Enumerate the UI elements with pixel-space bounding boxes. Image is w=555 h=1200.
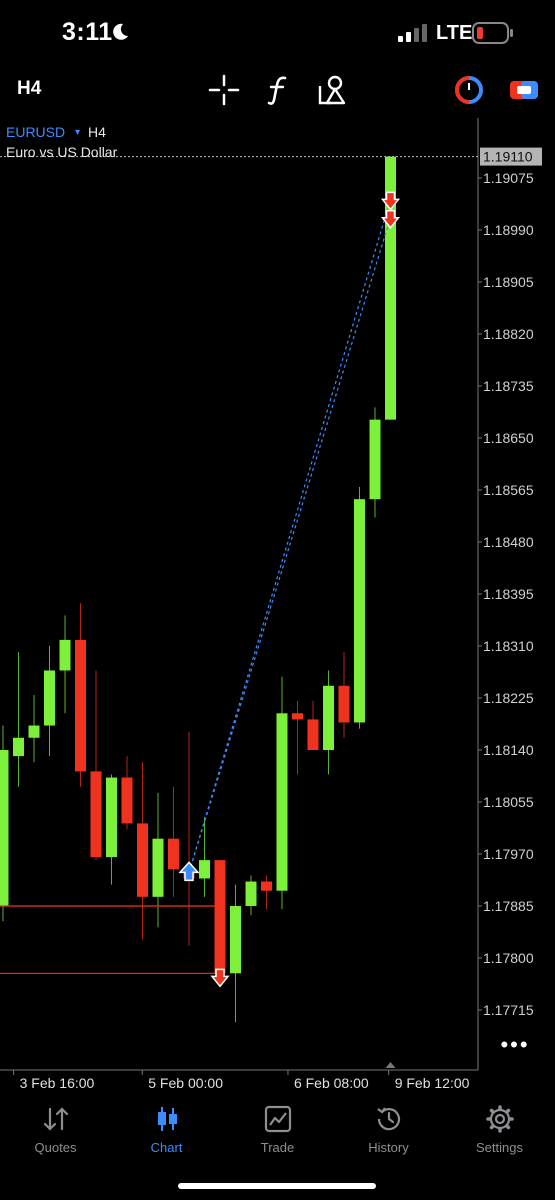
home-indicator bbox=[178, 1183, 376, 1189]
candle-body bbox=[261, 881, 272, 891]
price-tick-label: 1.18395 bbox=[483, 586, 534, 602]
current-price-badge bbox=[480, 147, 542, 166]
nav-quotes[interactable]: Quotes bbox=[0, 1094, 111, 1164]
price-tick-label: 1.17800 bbox=[483, 950, 534, 966]
crosshair-icon[interactable] bbox=[206, 72, 242, 108]
quotes-icon bbox=[43, 1107, 68, 1131]
candle-body bbox=[354, 499, 365, 723]
symbol-description: Euro vs US Dollar bbox=[6, 144, 118, 160]
candle-body bbox=[0, 750, 9, 906]
price-tick-label: 1.18140 bbox=[483, 742, 534, 758]
price-tick-label: 1.17970 bbox=[483, 846, 534, 862]
price-tick-label: 1.18055 bbox=[483, 794, 534, 810]
time-tick-label: 5 Feb 00:00 bbox=[148, 1075, 223, 1091]
price-tick-label: 1.18480 bbox=[483, 534, 534, 550]
trade-icon bbox=[264, 1105, 291, 1133]
candle-body bbox=[13, 737, 24, 757]
candle-body bbox=[369, 419, 381, 500]
candle-body bbox=[59, 639, 71, 671]
time-tick-label: 9 Feb 12:00 bbox=[395, 1075, 470, 1091]
candle-body bbox=[385, 156, 396, 420]
candle-body bbox=[230, 906, 241, 974]
moon-icon bbox=[113, 23, 128, 40]
nav-settings[interactable]: Settings bbox=[444, 1094, 555, 1164]
status-time: 3:11 bbox=[62, 18, 113, 46]
current-price-label: 1.19110 bbox=[483, 149, 533, 165]
candle-body bbox=[199, 860, 210, 879]
battery-low-icon bbox=[472, 22, 513, 44]
signal-icon bbox=[398, 24, 427, 42]
nav-quotes-label: Quotes bbox=[34, 1140, 77, 1155]
price-tick-label: 1.18990 bbox=[483, 222, 534, 238]
price-chart[interactable]: 1.19075 1.18990 1.18905 1.18820 1.18735 1.186… bbox=[0, 118, 555, 1093]
candle-body bbox=[106, 777, 117, 858]
price-tick-label: 1.18650 bbox=[483, 430, 534, 446]
candle-body bbox=[292, 713, 303, 720]
candle-body bbox=[323, 685, 334, 750]
candle-body bbox=[75, 639, 86, 772]
network-label: LTE bbox=[436, 22, 473, 44]
price-tick-label: 1.18565 bbox=[483, 482, 534, 498]
candle-body bbox=[121, 777, 133, 824]
nav-settings-label: Settings bbox=[476, 1140, 523, 1155]
price-tick-label: 1.18225 bbox=[483, 690, 534, 706]
price-tick-label: 1.18310 bbox=[483, 638, 534, 654]
candle-body bbox=[137, 823, 148, 897]
price-tick-label: 1.19075 bbox=[483, 170, 534, 186]
candle-body bbox=[168, 838, 179, 870]
candle-body bbox=[245, 881, 257, 906]
history-icon bbox=[376, 1107, 400, 1131]
bottom-nav: Quotes Chart Trade History bbox=[0, 1094, 555, 1200]
price-tick-label: 1.18905 bbox=[483, 274, 534, 290]
candle-body bbox=[338, 685, 350, 723]
objects-icon[interactable] bbox=[315, 72, 351, 108]
price-tick-label: 1.18735 bbox=[483, 378, 534, 394]
time-tick-label: 3 Feb 16:00 bbox=[20, 1075, 95, 1091]
price-tick-label: 1.18820 bbox=[483, 326, 534, 342]
buy-arrow-icon bbox=[178, 861, 200, 882]
sell-arrow-icon bbox=[380, 210, 401, 229]
nav-trade-label: Trade bbox=[260, 1140, 295, 1155]
candle-body bbox=[307, 719, 319, 750]
candle-body bbox=[276, 713, 288, 891]
trade-clock-icon[interactable] bbox=[451, 72, 487, 108]
sell-arrow-icon bbox=[210, 968, 230, 988]
time-tick-label: 6 Feb 08:00 bbox=[294, 1075, 369, 1091]
timeframe-button[interactable]: H4 bbox=[17, 78, 42, 99]
one-click-trading-icon[interactable] bbox=[506, 72, 542, 108]
candle-body bbox=[90, 771, 102, 858]
candle-body bbox=[44, 670, 55, 726]
more-options-button[interactable]: ••• bbox=[500, 1032, 530, 1057]
nav-history[interactable]: History bbox=[333, 1094, 444, 1164]
nav-chart[interactable]: Chart bbox=[111, 1094, 222, 1164]
symbol-name[interactable]: EURUSD bbox=[6, 124, 66, 140]
nav-trade[interactable]: Trade bbox=[222, 1094, 333, 1164]
candle-body bbox=[152, 838, 164, 897]
price-tick-label: 1.17885 bbox=[483, 898, 534, 914]
candle-body bbox=[214, 860, 226, 974]
trade-link-line bbox=[188, 217, 392, 873]
indicators-icon[interactable] bbox=[260, 72, 296, 108]
symbol-dropdown-caret[interactable]: ▾ bbox=[75, 127, 81, 138]
symbol-timeframe: H4 bbox=[88, 124, 106, 140]
nav-history-label: History bbox=[368, 1140, 409, 1155]
chart-shift-icon[interactable] bbox=[385, 1062, 396, 1068]
sell-arrow-icon bbox=[380, 191, 401, 211]
candle-body bbox=[28, 725, 40, 738]
settings-icon bbox=[485, 1105, 514, 1133]
price-tick-label: 1.17715 bbox=[483, 1002, 534, 1018]
chart-icon bbox=[157, 1107, 177, 1131]
nav-chart-label: Chart bbox=[150, 1140, 183, 1155]
